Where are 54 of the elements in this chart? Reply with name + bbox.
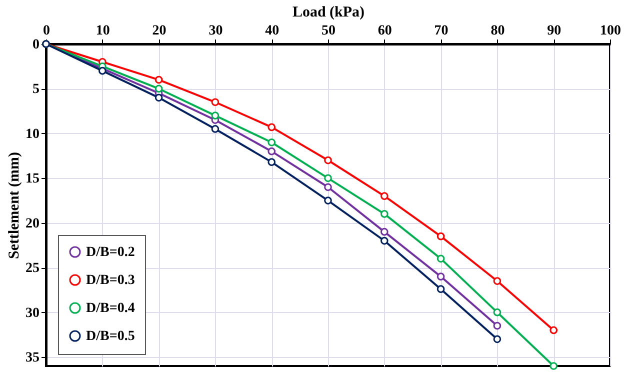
point bbox=[493, 277, 502, 285]
point bbox=[324, 183, 332, 192]
y-tick-label: 25 bbox=[26, 261, 40, 276]
point bbox=[154, 76, 163, 84]
point bbox=[550, 326, 558, 334]
x-tick-label: 20 bbox=[152, 24, 166, 38]
point bbox=[211, 125, 220, 133]
point bbox=[380, 236, 388, 245]
x-tick-label: 100 bbox=[600, 24, 621, 38]
x-tick-label: 70 bbox=[434, 24, 448, 38]
x-tick-label: 30 bbox=[208, 24, 223, 38]
y-tick-label: 10 bbox=[26, 126, 40, 142]
point bbox=[268, 138, 276, 146]
point bbox=[493, 308, 502, 316]
point bbox=[268, 158, 276, 166]
point bbox=[436, 272, 445, 280]
y-tick-label: 30 bbox=[26, 306, 40, 321]
point bbox=[436, 254, 445, 263]
y-tick-label: 35 bbox=[26, 350, 40, 366]
point bbox=[324, 174, 332, 182]
point bbox=[211, 112, 220, 120]
point bbox=[380, 228, 388, 236]
legend-label: D/B=0.2 bbox=[86, 245, 135, 260]
point bbox=[211, 98, 220, 106]
point bbox=[380, 192, 388, 200]
x-tick-label: 0 bbox=[43, 24, 50, 38]
point bbox=[154, 84, 163, 93]
x-tick-label: 10 bbox=[96, 24, 110, 38]
legend-label: D/B=0.4 bbox=[86, 301, 135, 316]
y-tick-label: 5 bbox=[32, 82, 40, 98]
point bbox=[268, 123, 276, 132]
y-tick-label: 15 bbox=[26, 172, 40, 187]
point bbox=[268, 147, 276, 156]
point bbox=[550, 362, 558, 370]
y-axis-title: Settlement (mm) bbox=[6, 152, 22, 260]
point bbox=[98, 66, 106, 75]
y-tick-label: 20 bbox=[26, 216, 40, 232]
y-tick-label: 0 bbox=[32, 38, 40, 52]
x-tick-label: 50 bbox=[322, 24, 336, 38]
point bbox=[154, 94, 163, 102]
point bbox=[436, 285, 445, 293]
point bbox=[436, 232, 445, 240]
point bbox=[324, 196, 332, 204]
point bbox=[324, 156, 332, 164]
legend-label: D/B=0.5 bbox=[86, 329, 135, 344]
x-tick-label: 80 bbox=[490, 24, 505, 38]
point bbox=[493, 322, 502, 330]
x-tick-label: 90 bbox=[547, 24, 562, 38]
point bbox=[380, 210, 388, 218]
legend-label: D/B=0.3 bbox=[86, 273, 135, 288]
x-tick-label: 60 bbox=[378, 24, 392, 38]
point bbox=[493, 335, 502, 344]
x-tick-label: 40 bbox=[265, 24, 280, 38]
x-axis-title: Load (kPa) bbox=[292, 4, 365, 20]
